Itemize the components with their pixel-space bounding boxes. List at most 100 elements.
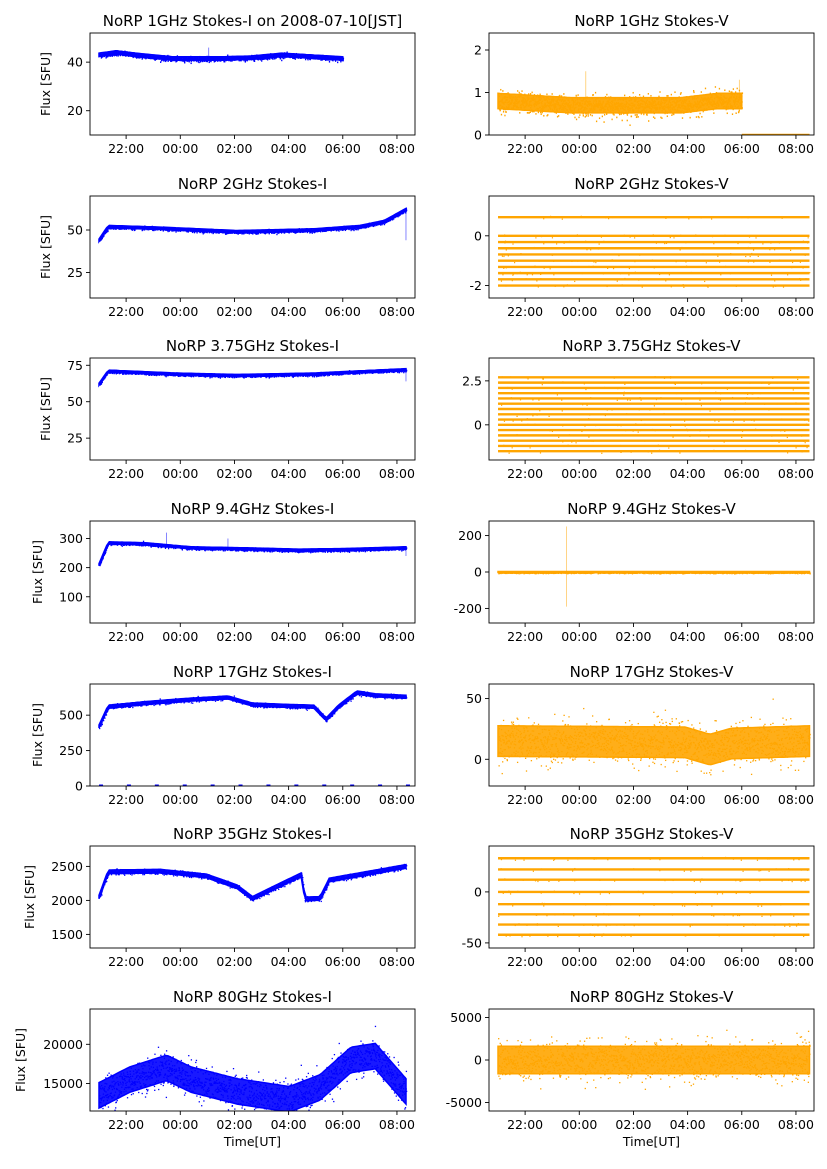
data-point <box>224 60 226 63</box>
data-point <box>521 90 523 92</box>
data-point <box>563 242 565 244</box>
data-point <box>122 373 124 375</box>
data-point <box>381 223 383 226</box>
data-point <box>668 274 671 276</box>
x-tick-label: 22:00 <box>108 141 144 156</box>
data-point <box>364 227 366 229</box>
data-point <box>533 110 535 113</box>
data-point <box>616 280 618 282</box>
x-tick-label: 08:00 <box>778 141 814 156</box>
data-point <box>673 237 675 239</box>
data-point <box>521 254 523 256</box>
data-point <box>557 115 560 117</box>
data-point <box>184 61 186 64</box>
data-point <box>237 233 239 235</box>
data-point <box>787 274 789 276</box>
data-point <box>310 231 312 234</box>
y-tick-label: 2 <box>474 43 482 58</box>
data-point <box>705 262 707 264</box>
data-point <box>502 90 504 92</box>
data-point <box>634 114 636 116</box>
data-point <box>654 117 656 120</box>
data-point <box>107 230 109 232</box>
data-point <box>769 261 771 263</box>
data-point <box>553 274 555 276</box>
data-point <box>309 231 311 234</box>
data-point <box>690 271 692 274</box>
data-point <box>529 111 532 113</box>
data-point <box>243 59 245 62</box>
data-point <box>286 51 288 54</box>
data-point <box>595 120 598 123</box>
data-point <box>304 58 307 61</box>
data-point <box>778 242 781 244</box>
data-point <box>256 233 259 235</box>
data-point <box>192 375 195 378</box>
data-point <box>391 218 394 221</box>
data-point <box>769 249 771 251</box>
data-point <box>619 273 621 275</box>
panel-2: NoRP 2GHz Stokes-I22:00 00:00 02:00 04:00 06… <box>38 175 416 319</box>
data-point <box>533 253 535 256</box>
data-point <box>103 235 105 237</box>
data-point <box>800 279 802 281</box>
data-point <box>115 54 117 56</box>
data-point <box>501 255 503 257</box>
data-point <box>504 234 506 236</box>
x-tick-label: 06:00 <box>325 304 361 319</box>
data-point <box>711 236 714 238</box>
data-point <box>280 56 282 59</box>
data-point <box>506 241 508 243</box>
data-point <box>793 246 796 249</box>
data-point <box>118 372 121 375</box>
data-point <box>652 116 655 118</box>
data-point <box>718 87 721 90</box>
data-point <box>666 115 668 118</box>
data-point <box>499 109 501 112</box>
data-point <box>729 259 731 261</box>
data-point <box>665 242 668 244</box>
data-point <box>269 58 271 60</box>
data-point <box>623 94 626 97</box>
data-point <box>253 60 256 62</box>
data-point <box>585 114 587 117</box>
data-point <box>586 249 588 251</box>
data-point <box>205 60 208 63</box>
data-point <box>531 274 534 276</box>
data-point <box>662 266 664 268</box>
data-point <box>671 114 673 116</box>
data-point <box>731 91 733 94</box>
data-point <box>505 241 507 243</box>
data-point <box>650 95 652 97</box>
data-point <box>577 260 579 262</box>
data-point <box>107 55 109 58</box>
data-point <box>665 280 667 282</box>
data-point <box>598 243 600 245</box>
data-point <box>133 229 135 232</box>
data-point <box>606 113 608 115</box>
data-point <box>527 112 529 114</box>
data-point <box>622 113 625 115</box>
data-point <box>685 284 687 287</box>
data-point <box>383 223 386 226</box>
x-tick-label: 06:00 <box>325 141 361 156</box>
data-point <box>563 93 565 95</box>
data-point <box>531 91 533 94</box>
data-point <box>681 246 683 249</box>
data-point <box>606 285 608 288</box>
data-point <box>540 273 542 276</box>
data-point <box>215 231 217 234</box>
data-point <box>213 60 216 63</box>
data-point <box>276 233 278 236</box>
data-point <box>768 235 771 237</box>
data-point <box>685 266 687 268</box>
data-point <box>210 60 212 63</box>
data-point <box>274 232 276 234</box>
x-tick-label: 04:00 <box>670 141 706 156</box>
data-point <box>618 254 620 257</box>
data-point <box>781 217 783 219</box>
panel-3: NoRP 2GHz Stokes-V22:00 00:00 02:00 04:00 06… <box>470 175 815 319</box>
data-point <box>196 60 198 63</box>
data-point <box>264 232 266 235</box>
data-point <box>187 60 189 62</box>
